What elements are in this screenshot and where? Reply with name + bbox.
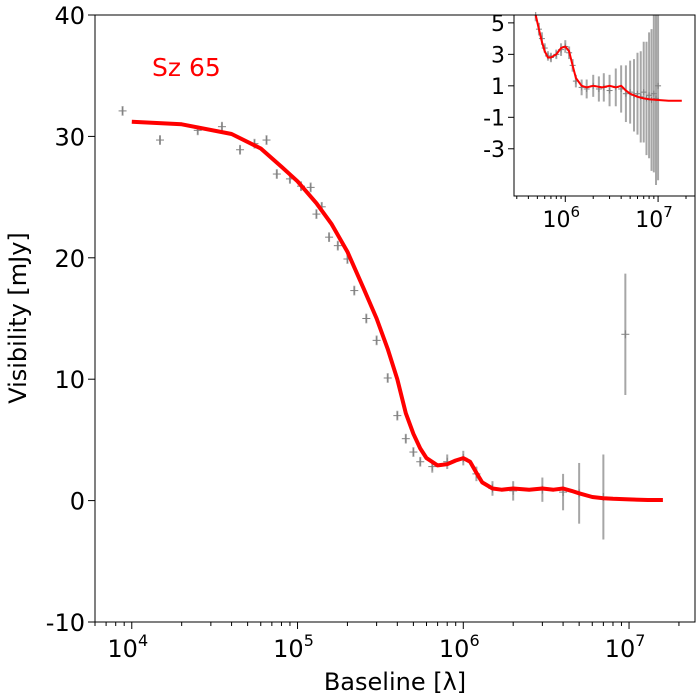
- main-data-point: [372, 336, 381, 345]
- inset-x-tick-exponent: 7: [663, 203, 673, 221]
- main-x-tick-exponent: 7: [635, 631, 645, 650]
- main-x-tick-label: 105: [273, 631, 314, 663]
- inset-x-tick-base: 10: [635, 208, 663, 233]
- main-data-point: [155, 136, 164, 145]
- main-x-ticks: 104 105 106 107: [94, 622, 680, 663]
- main-data-point: [409, 448, 418, 457]
- main-y-tick-label: 10: [54, 366, 85, 394]
- y-axis-label: Visibility [mJy]: [4, 232, 32, 404]
- main-x-tick-label: 107: [605, 631, 646, 663]
- main-x-tick-label: 106: [439, 631, 480, 663]
- inset-x-tick-exponent: 6: [571, 203, 581, 221]
- main-x-tick-label: 104: [107, 631, 148, 663]
- inset-x-tick-label: 107: [635, 203, 673, 233]
- inset-data-point: [640, 89, 647, 96]
- inset-data-point: [646, 92, 653, 99]
- main-data-point: [262, 136, 271, 145]
- inset-model-line: [534, 14, 682, 102]
- main-data-point: [383, 373, 392, 382]
- inset-y-tick-label: 1: [491, 75, 505, 100]
- main-data-point: [272, 170, 281, 179]
- inset-plot: 106 107 531-1-3: [483, 12, 696, 233]
- main-data-point: [217, 122, 226, 131]
- inset-y-tick-label: 3: [491, 43, 505, 68]
- main-y-ticks: 40 30 20 10 0 -10: [46, 2, 95, 637]
- inset-y-tick-label: -1: [483, 106, 505, 131]
- inset-x-tick-base: 10: [543, 208, 571, 233]
- main-data-point: [416, 457, 425, 466]
- inset-frame: [513, 14, 696, 197]
- main-x-tick-exponent: 5: [304, 631, 314, 650]
- inset-y-tick-label: -3: [483, 138, 505, 163]
- main-y-tick-label: 20: [54, 245, 85, 273]
- inset-x-ticks: 106 107: [516, 196, 687, 233]
- inset-x-tick-label: 106: [543, 203, 581, 233]
- annotation-sz65: Sz 65: [152, 53, 221, 82]
- main-x-tick-base: 10: [605, 635, 636, 663]
- main-model-line: [131, 119, 663, 502]
- main-data-point: [362, 314, 371, 323]
- main-x-tick-exponent: 6: [469, 631, 479, 650]
- main-data-point: [401, 434, 410, 443]
- main-data-point: [621, 330, 630, 339]
- main-y-tick-label: 40: [54, 2, 85, 30]
- main-x-tick-base: 10: [107, 635, 138, 663]
- main-data-point: [333, 241, 342, 250]
- main-y-tick-label: 0: [70, 488, 85, 516]
- main-data-point: [118, 106, 127, 115]
- main-frame: [94, 14, 696, 623]
- main-data-point: [306, 183, 315, 192]
- main-data-point: [236, 145, 245, 154]
- main-x-tick-base: 10: [273, 635, 304, 663]
- inset-y-tick-label: 5: [491, 12, 505, 37]
- inset-y-ticks: 5 3 1 -1 -3: [483, 12, 514, 163]
- main-y-tick-label: 30: [54, 123, 85, 151]
- main-data-point: [325, 233, 334, 242]
- inset-data-point: [606, 87, 613, 94]
- main-x-tick-exponent: 4: [138, 631, 148, 650]
- main-data-point: [312, 210, 321, 219]
- inset-data-point: [655, 82, 662, 89]
- inset-data-point: [650, 90, 657, 97]
- main-data-point: [350, 286, 359, 295]
- inset-data-point: [634, 90, 641, 97]
- x-axis-label: Baseline [λ]: [324, 668, 466, 696]
- main-y-tick-label: -10: [46, 609, 85, 637]
- main-x-tick-base: 10: [439, 635, 470, 663]
- main-data-point: [393, 411, 402, 420]
